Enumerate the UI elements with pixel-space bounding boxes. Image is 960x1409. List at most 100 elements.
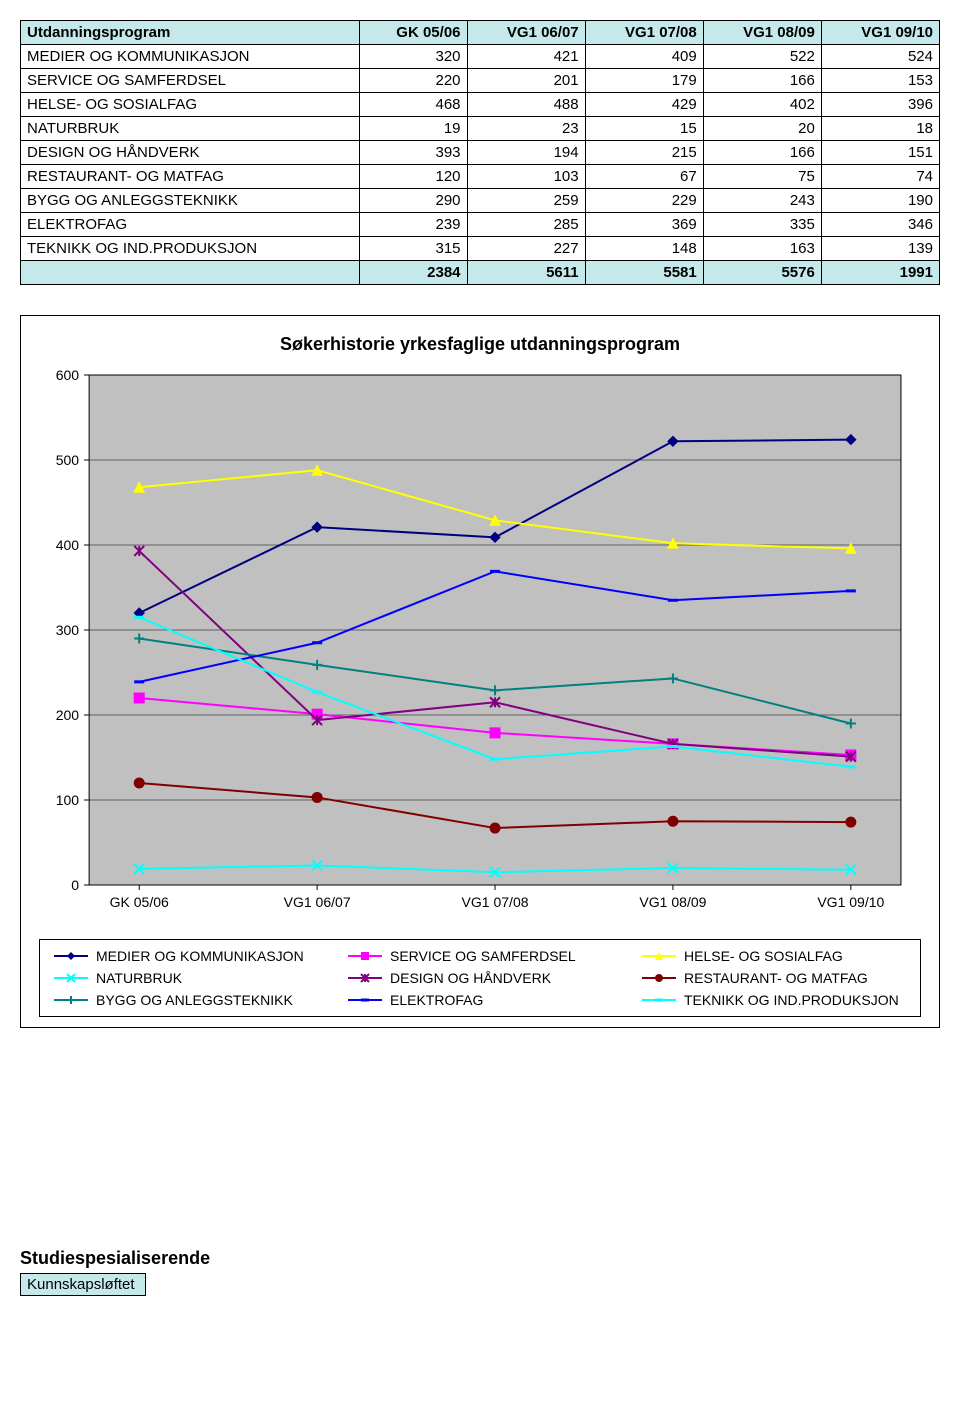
legend-swatch-icon [54,971,88,985]
cell-value: 227 [467,237,585,261]
cell-value: 488 [467,93,585,117]
table-row: BYGG OG ANLEGGSTEKNIKK290259229243190 [21,189,940,213]
legend-label: DESIGN OG HÅNDVERK [390,970,551,986]
cell-value: 393 [359,141,467,165]
cell-value: 19 [359,117,467,141]
cell-value: 335 [703,213,821,237]
cell-value: 524 [821,45,939,69]
svg-text:VG1 08/09: VG1 08/09 [639,894,706,910]
footer-pill: Kunnskapsløftet [20,1273,146,1296]
row-label: SERVICE OG SAMFERDSEL [21,69,360,93]
table-row: DESIGN OG HÅNDVERK393194215166151 [21,141,940,165]
cell-value: 243 [703,189,821,213]
legend-label: HELSE- OG SOSIALFAG [684,948,843,964]
table-col-header: VG1 07/08 [585,21,703,45]
svg-text:GK 05/06: GK 05/06 [110,894,169,910]
legend-swatch-icon [348,949,382,963]
cell-value: 220 [359,69,467,93]
svg-text:0: 0 [71,877,79,893]
cell-value: 259 [467,189,585,213]
table-body: MEDIER OG KOMMUNIKASJON320421409522524SE… [21,45,940,285]
total-value: 5611 [467,261,585,285]
row-label: BYGG OG ANLEGGSTEKNIKK [21,189,360,213]
cell-value: 285 [467,213,585,237]
table-row: MEDIER OG KOMMUNIKASJON320421409522524 [21,45,940,69]
cell-value: 421 [467,45,585,69]
table-col-header: VG1 09/10 [821,21,939,45]
legend-swatch-icon [348,971,382,985]
legend-item: MEDIER OG KOMMUNIKASJON [54,948,318,964]
chart-plot: 0 100 200 300 400 500 600 GK 05/06 VG1 06/07 VG1 … [39,365,921,925]
legend-label: MEDIER OG KOMMUNIKASJON [96,948,304,964]
cell-value: 229 [585,189,703,213]
svg-text:600: 600 [56,367,80,383]
cell-value: 346 [821,213,939,237]
legend-label: ELEKTROFAG [390,992,483,1008]
cell-value: 179 [585,69,703,93]
table-total-row: 23845611558155761991 [21,261,940,285]
cell-value: 151 [821,141,939,165]
legend-item: TEKNIKK OG IND.PRODUKSJON [642,992,906,1008]
legend-item: BYGG OG ANLEGGSTEKNIKK [54,992,318,1008]
legend-swatch-icon [642,993,676,1007]
total-value: 1991 [821,261,939,285]
row-label: TEKNIKK OG IND.PRODUKSJON [21,237,360,261]
legend-item: RESTAURANT- OG MATFAG [642,970,906,986]
cell-value: 201 [467,69,585,93]
cell-value: 320 [359,45,467,69]
cell-value: 239 [359,213,467,237]
cell-value: 369 [585,213,703,237]
program-table: UtdanningsprogramGK 05/06VG1 06/07VG1 07… [20,20,940,285]
legend-label: RESTAURANT- OG MATFAG [684,970,868,986]
table-row: HELSE- OG SOSIALFAG468488429402396 [21,93,940,117]
cell-value: 194 [467,141,585,165]
table-row: NATURBRUK1923152018 [21,117,940,141]
svg-text:300: 300 [56,622,80,638]
cell-value: 15 [585,117,703,141]
svg-text:400: 400 [56,537,80,553]
row-label: MEDIER OG KOMMUNIKASJON [21,45,360,69]
legend-item: ELEKTROFAG [348,992,612,1008]
chart-title: Søkerhistorie yrkesfaglige utdanningspro… [39,334,921,355]
table-col-header: VG1 06/07 [467,21,585,45]
footer-title: Studiespesialiserende [20,1248,940,1269]
row-label: ELEKTROFAG [21,213,360,237]
chart-legend: MEDIER OG KOMMUNIKASJON SERVICE OG SAMFER… [39,939,921,1017]
table-row: ELEKTROFAG239285369335346 [21,213,940,237]
footer-section: Studiespesialiserende Kunnskapsløftet [20,1248,940,1296]
legend-swatch-icon [54,949,88,963]
cell-value: 166 [703,141,821,165]
svg-text:200: 200 [56,707,80,723]
legend-swatch-icon [642,949,676,963]
row-label: HELSE- OG SOSIALFAG [21,93,360,117]
cell-value: 396 [821,93,939,117]
cell-value: 468 [359,93,467,117]
table-row: TEKNIKK OG IND.PRODUKSJON315227148163139 [21,237,940,261]
legend-swatch-icon [642,971,676,985]
svg-text:100: 100 [56,792,80,808]
svg-text:VG1 09/10: VG1 09/10 [817,894,884,910]
cell-value: 315 [359,237,467,261]
cell-value: 18 [821,117,939,141]
cell-value: 153 [821,69,939,93]
svg-text:VG1 06/07: VG1 06/07 [284,894,351,910]
cell-value: 166 [703,69,821,93]
cell-value: 290 [359,189,467,213]
table-col-header: Utdanningsprogram [21,21,360,45]
chart-container: Søkerhistorie yrkesfaglige utdanningspro… [20,315,940,1028]
table-row: RESTAURANT- OG MATFAG120103677574 [21,165,940,189]
row-label: NATURBRUK [21,117,360,141]
cell-value: 20 [703,117,821,141]
cell-value: 148 [585,237,703,261]
cell-value: 522 [703,45,821,69]
legend-swatch-icon [54,993,88,1007]
legend-item: SERVICE OG SAMFERDSEL [348,948,612,964]
cell-value: 74 [821,165,939,189]
cell-value: 402 [703,93,821,117]
svg-text:500: 500 [56,452,80,468]
cell-value: 75 [703,165,821,189]
table-col-header: VG1 08/09 [703,21,821,45]
legend-item: HELSE- OG SOSIALFAG [642,948,906,964]
svg-text:VG1 07/08: VG1 07/08 [462,894,529,910]
cell-value: 139 [821,237,939,261]
